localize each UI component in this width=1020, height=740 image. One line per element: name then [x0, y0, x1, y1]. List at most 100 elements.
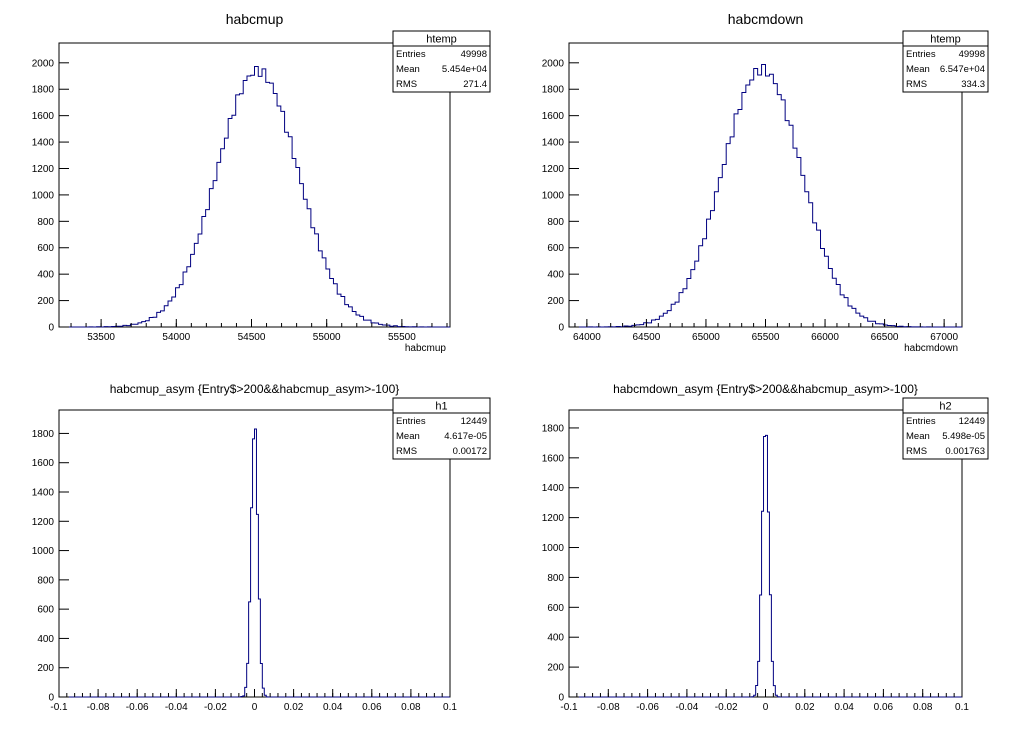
stats-value: 49998 — [461, 49, 487, 60]
y-tick-label: 1600 — [542, 453, 565, 464]
stats-value: 6.547e+04 — [940, 64, 985, 75]
y-tick-label: 1800 — [32, 85, 55, 96]
x-tick-label: -0.06 — [636, 702, 659, 713]
stats-box — [902, 397, 989, 460]
stats-value: 12449 — [461, 416, 487, 427]
y-tick-label: 200 — [547, 663, 564, 674]
y-tick-label: 600 — [547, 603, 564, 614]
chart-title: habcmdown — [728, 11, 804, 27]
y-tick-label: 800 — [37, 217, 54, 228]
x-tick-label: 0 — [252, 702, 258, 713]
stats-label: Mean — [396, 431, 420, 442]
x-tick-label: 0.08 — [913, 702, 933, 713]
y-tick-label: 1200 — [542, 513, 565, 524]
y-tick-label: 800 — [547, 573, 564, 584]
stats-label: RMS — [906, 79, 927, 90]
x-tick-label: 0.04 — [834, 702, 854, 713]
x-tick-label: 66000 — [811, 332, 839, 343]
x-tick-label: 64000 — [573, 332, 601, 343]
stats-label: Entries — [396, 49, 426, 60]
x-tick-label: -0.1 — [560, 702, 578, 713]
stats-label: RMS — [396, 79, 417, 90]
stats-value: 5.498e-05 — [942, 431, 985, 442]
y-tick-label: 600 — [547, 243, 564, 254]
y-tick-label: 1800 — [542, 423, 565, 434]
chart-title: habcmdown_asym {Entry$>200&&habcmup_asym… — [613, 382, 918, 396]
y-tick-label: 1000 — [32, 546, 55, 557]
y-tick-label: 400 — [37, 270, 54, 281]
stats-label: Entries — [396, 416, 426, 427]
x-tick-label: -0.06 — [126, 702, 149, 713]
x-tick-label: 55000 — [313, 332, 341, 343]
stats-box — [392, 30, 491, 93]
y-tick-label: 1000 — [542, 543, 565, 554]
x-tick-label: 0.02 — [795, 702, 815, 713]
x-tick-label: 0.06 — [874, 702, 894, 713]
x-tick-label: 0.1 — [955, 702, 969, 713]
stats-label: RMS — [396, 446, 417, 457]
x-tick-label: -0.08 — [87, 702, 110, 713]
stats-label: Mean — [906, 64, 930, 75]
y-tick-label: 1200 — [32, 164, 55, 175]
x-axis-label: habcmdown — [904, 343, 958, 354]
y-tick-label: 1600 — [542, 111, 565, 122]
x-tick-label: 0.1 — [443, 702, 457, 713]
y-tick-label: 400 — [37, 634, 54, 645]
x-tick-label: 0 — [763, 702, 769, 713]
y-tick-label: 200 — [547, 296, 564, 307]
stats-label: Entries — [906, 416, 936, 427]
x-tick-label: 0.06 — [362, 702, 382, 713]
y-tick-label: 600 — [37, 605, 54, 616]
y-tick-label: 2000 — [32, 58, 55, 69]
y-tick-label: 1400 — [542, 138, 565, 149]
stats-title: htemp — [426, 34, 457, 46]
y-tick-label: 0 — [48, 693, 54, 704]
y-tick-label: 1000 — [32, 190, 55, 201]
stats-label: Entries — [906, 49, 936, 60]
pad-habcmdown-asym: habcmdown_asym {Entry$>200&&habcmup_asym… — [542, 382, 989, 713]
stats-label: Mean — [906, 431, 930, 442]
y-tick-label: 2000 — [542, 58, 565, 69]
stats-box — [392, 397, 491, 460]
y-tick-label: 1400 — [32, 138, 55, 149]
chart-title: habcmup_asym {Entry$>200&&habcmup_asym>-… — [110, 382, 400, 396]
stats-value: 334.3 — [961, 79, 985, 90]
x-tick-label: -0.08 — [597, 702, 620, 713]
y-tick-label: 1600 — [32, 111, 55, 122]
y-tick-label: 800 — [37, 575, 54, 586]
stats-value: 271.4 — [463, 79, 487, 90]
x-axis-label: habcmup — [405, 343, 447, 354]
chart-title: habcmup — [226, 11, 284, 27]
stats-value: 0.00172 — [453, 446, 487, 457]
y-tick-label: 600 — [37, 243, 54, 254]
pad-habcmdown: habcmdown 0 200 400 600 800 1000 1200 1400 1600 18… — [542, 11, 989, 354]
y-tick-label: 1800 — [542, 85, 565, 96]
y-tick-label: 0 — [558, 323, 564, 334]
y-tick-label: 400 — [547, 633, 564, 644]
x-tick-label: -0.04 — [676, 702, 699, 713]
y-tick-label: 800 — [547, 217, 564, 228]
pad-habcmup: habcmup 0 200 400 600 800 1000 1200 1400 1600 1800… — [32, 11, 491, 354]
x-tick-label: 0.02 — [284, 702, 304, 713]
y-tick-label: 1200 — [542, 164, 565, 175]
plot-frame — [58, 409, 451, 698]
x-tick-label: 54500 — [238, 332, 266, 343]
stats-value: 12449 — [959, 416, 985, 427]
stats-value: 5.454e+04 — [442, 64, 487, 75]
histogram-series-0 — [569, 64, 962, 328]
y-tick-label: 200 — [37, 663, 54, 674]
stats-label: RMS — [906, 446, 927, 457]
stats-title: h2 — [939, 401, 951, 413]
stats-label: Mean — [396, 64, 420, 75]
x-tick-label: 55500 — [388, 332, 416, 343]
y-tick-label: 1000 — [542, 190, 565, 201]
stats-value: 0.001763 — [945, 446, 985, 457]
histogram-series-0 — [569, 434, 962, 698]
plot-frame — [58, 42, 451, 328]
histogram-series-0 — [59, 428, 450, 698]
x-tick-label: 0.08 — [401, 702, 421, 713]
x-tick-label: 54000 — [162, 332, 190, 343]
x-tick-label: 66500 — [871, 332, 899, 343]
y-tick-label: 400 — [547, 270, 564, 281]
